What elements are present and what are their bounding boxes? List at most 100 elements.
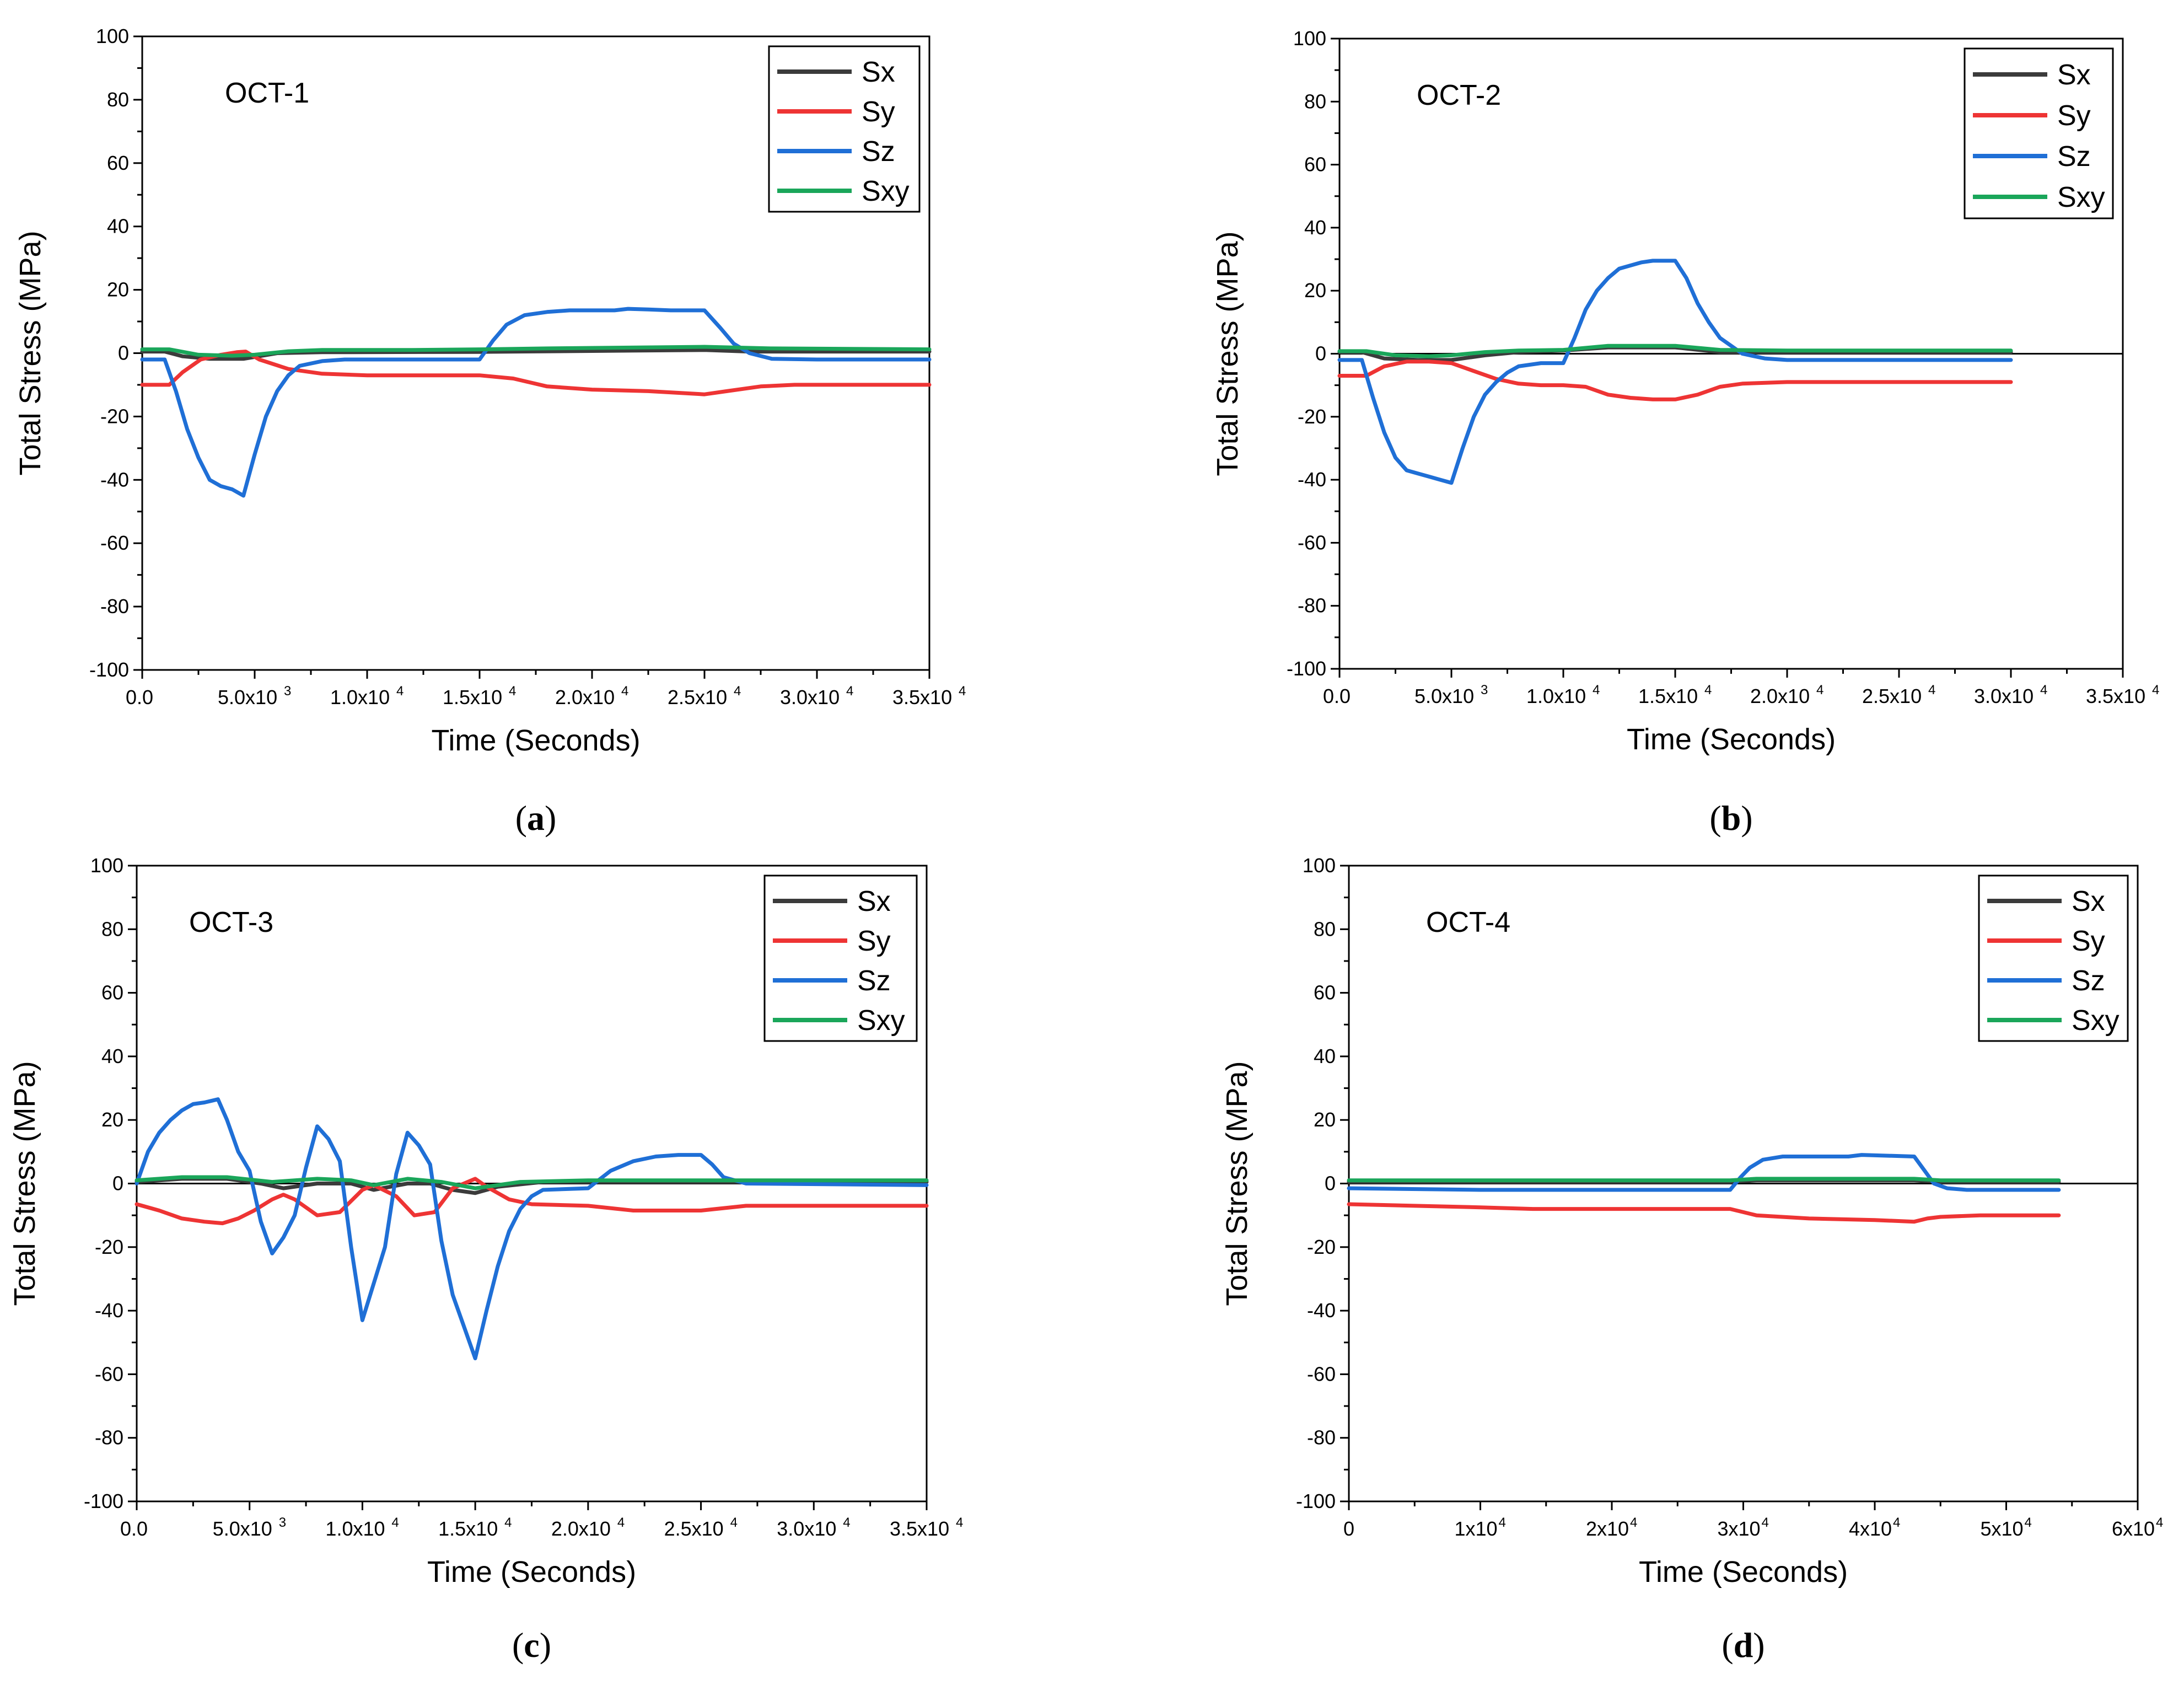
y-tick-label: 40 bbox=[107, 215, 129, 238]
y-tick-label: 100 bbox=[96, 25, 129, 47]
legend-label-sx: Sx bbox=[2057, 59, 2091, 91]
x-tick-exponent: 4 bbox=[509, 684, 516, 699]
caption-letter: b bbox=[1722, 798, 1741, 838]
x-tick-mantissa: 3.0x10 bbox=[780, 686, 840, 709]
x-axis-title: Time (Seconds) bbox=[1639, 1555, 1848, 1589]
x-tick-exponent: 4 bbox=[1762, 1515, 1769, 1530]
y-tick-label: 40 bbox=[101, 1045, 123, 1067]
series-line-sy bbox=[140, 350, 932, 396]
x-tick-mantissa: 6x10 bbox=[2112, 1517, 2155, 1540]
x-tick-exponent: 4 bbox=[730, 1515, 738, 1530]
caption-close: ) bbox=[1753, 1625, 1765, 1665]
series-line-sx bbox=[135, 1177, 929, 1195]
x-tick-label: 3.0x10 4 bbox=[1974, 683, 2047, 707]
y-axis-title: Total Stress (MPa) bbox=[8, 1061, 41, 1306]
x-tick-label: 2.5x10 4 bbox=[668, 684, 741, 709]
x-tick-exponent: 4 bbox=[1816, 683, 1823, 697]
y-tick-label: -20 bbox=[1298, 405, 1326, 428]
x-tick-label: 1.5x10 4 bbox=[443, 684, 516, 709]
x-tick-exponent: 4 bbox=[846, 684, 853, 699]
x-tick-label: 0.0 bbox=[126, 686, 153, 709]
y-tick-label: -100 bbox=[89, 658, 129, 681]
y-tick-label: -40 bbox=[1298, 468, 1326, 491]
caption-close: ) bbox=[540, 1625, 551, 1665]
caption-close: ) bbox=[545, 798, 556, 838]
y-tick-label: -80 bbox=[95, 1426, 123, 1449]
legend-box bbox=[1964, 47, 2114, 219]
y-axis-title: Total Stress (MPa) bbox=[1220, 1061, 1254, 1306]
y-tick-label: 20 bbox=[107, 278, 129, 301]
legend: Sx Sy Sz Sxy bbox=[1978, 874, 2129, 1042]
x-tick-label: 1.0x10 4 bbox=[330, 684, 404, 709]
x-tick-exponent: 4 bbox=[956, 1515, 963, 1530]
y-tick-label: 20 bbox=[1304, 279, 1326, 302]
y-tick-label: -60 bbox=[100, 532, 129, 554]
y-tick-label: 20 bbox=[1314, 1108, 1336, 1131]
panel-title: OCT-4 bbox=[1426, 906, 1510, 938]
x-tick-mantissa: 2.0x10 bbox=[551, 1517, 611, 1540]
x-tick-label: 3.5x10 4 bbox=[2086, 683, 2159, 707]
y-tick-label: 80 bbox=[1314, 917, 1336, 940]
x-tick-exponent: 4 bbox=[1704, 683, 1712, 697]
panel-caption: (c) bbox=[512, 1625, 551, 1665]
x-tick-label: 1x10 4 bbox=[1455, 1515, 1506, 1540]
x-tick-mantissa: 3x10 bbox=[1718, 1517, 1761, 1540]
x-tick-mantissa: 5x10 bbox=[1981, 1517, 2024, 1540]
x-tick-mantissa: 4x10 bbox=[1849, 1517, 1892, 1540]
y-tick-label: 80 bbox=[1304, 90, 1326, 112]
x-tick-label: 3.0x10 4 bbox=[780, 684, 853, 709]
legend-label-sy: Sy bbox=[862, 96, 895, 128]
legend-label-sxy: Sxy bbox=[2072, 1005, 2120, 1037]
caption-letter: d bbox=[1734, 1625, 1753, 1665]
y-tick-label: 0 bbox=[1315, 342, 1326, 365]
y-tick-label: 80 bbox=[101, 917, 123, 940]
x-tick-label: 3.0x10 4 bbox=[777, 1515, 850, 1540]
x-tick-mantissa: 0 bbox=[1343, 1517, 1354, 1540]
legend-label-sy: Sy bbox=[2057, 100, 2091, 132]
x-axis-title: Time (Seconds) bbox=[431, 724, 640, 757]
y-tick-label: -80 bbox=[1307, 1426, 1336, 1449]
x-tick-label: 0 bbox=[1343, 1517, 1354, 1540]
x-tick-mantissa: 3.5x10 bbox=[890, 1517, 949, 1540]
x-tick-mantissa: 3.5x10 bbox=[892, 686, 952, 709]
y-tick-label: -100 bbox=[84, 1490, 123, 1512]
panel-caption: (b) bbox=[1709, 798, 1752, 838]
x-tick-exponent: 3 bbox=[1481, 683, 1488, 697]
chart-panel-b: 100 80 60 40 20 0 -20 -40 -60 -80 -100 0.0 5.0x10 3 1.… bbox=[1211, 27, 2159, 838]
x-tick-mantissa: 1x10 bbox=[1455, 1517, 1498, 1540]
caption-open: ( bbox=[512, 1625, 524, 1665]
x-tick-exponent: 4 bbox=[396, 684, 404, 699]
x-tick-mantissa: 1.0x10 bbox=[325, 1517, 385, 1540]
x-tick-exponent: 3 bbox=[284, 684, 291, 699]
x-tick-mantissa: 0.0 bbox=[126, 686, 153, 709]
x-tick-label: 3.5x10 4 bbox=[892, 684, 966, 709]
y-tick-label: 0 bbox=[118, 342, 129, 364]
x-tick-mantissa: 1.5x10 bbox=[438, 1517, 498, 1540]
x-tick-label: 0.0 bbox=[120, 1517, 148, 1540]
series-line-sxy bbox=[135, 1175, 929, 1190]
x-tick-mantissa: 5.0x10 bbox=[213, 1517, 272, 1540]
x-tick-exponent: 4 bbox=[1593, 683, 1600, 697]
series-line-sz bbox=[1347, 1153, 2061, 1192]
legend: Sx Sy Sz Sxy bbox=[768, 45, 921, 213]
x-tick-mantissa: 1.5x10 bbox=[1638, 685, 1698, 707]
x-tick-mantissa: 2.5x10 bbox=[1862, 685, 1922, 707]
legend-label-sz: Sz bbox=[862, 136, 895, 168]
x-tick-exponent: 4 bbox=[2025, 1515, 2032, 1530]
series-line-sxy bbox=[140, 345, 932, 358]
x-tick-label: 1.0x10 4 bbox=[1526, 683, 1600, 707]
y-tick-label: -20 bbox=[100, 405, 129, 427]
x-tick-exponent: 4 bbox=[2156, 1515, 2163, 1530]
caption-close: ) bbox=[1741, 798, 1752, 838]
series-line-sy bbox=[1337, 359, 2013, 401]
x-tick-label: 2.0x10 4 bbox=[1750, 683, 1823, 707]
series-line-sy bbox=[1347, 1202, 2061, 1224]
y-tick-label: 40 bbox=[1304, 216, 1326, 239]
x-tick-label: 3.5x10 4 bbox=[890, 1515, 963, 1540]
x-tick-exponent: 4 bbox=[617, 1515, 625, 1530]
x-tick-mantissa: 3.0x10 bbox=[1974, 685, 2034, 707]
y-tick-label: -60 bbox=[1307, 1362, 1336, 1385]
x-tick-mantissa: 2.0x10 bbox=[1750, 685, 1810, 707]
y-tick-label: -20 bbox=[1307, 1236, 1336, 1258]
x-axis-title: Time (Seconds) bbox=[427, 1555, 636, 1589]
